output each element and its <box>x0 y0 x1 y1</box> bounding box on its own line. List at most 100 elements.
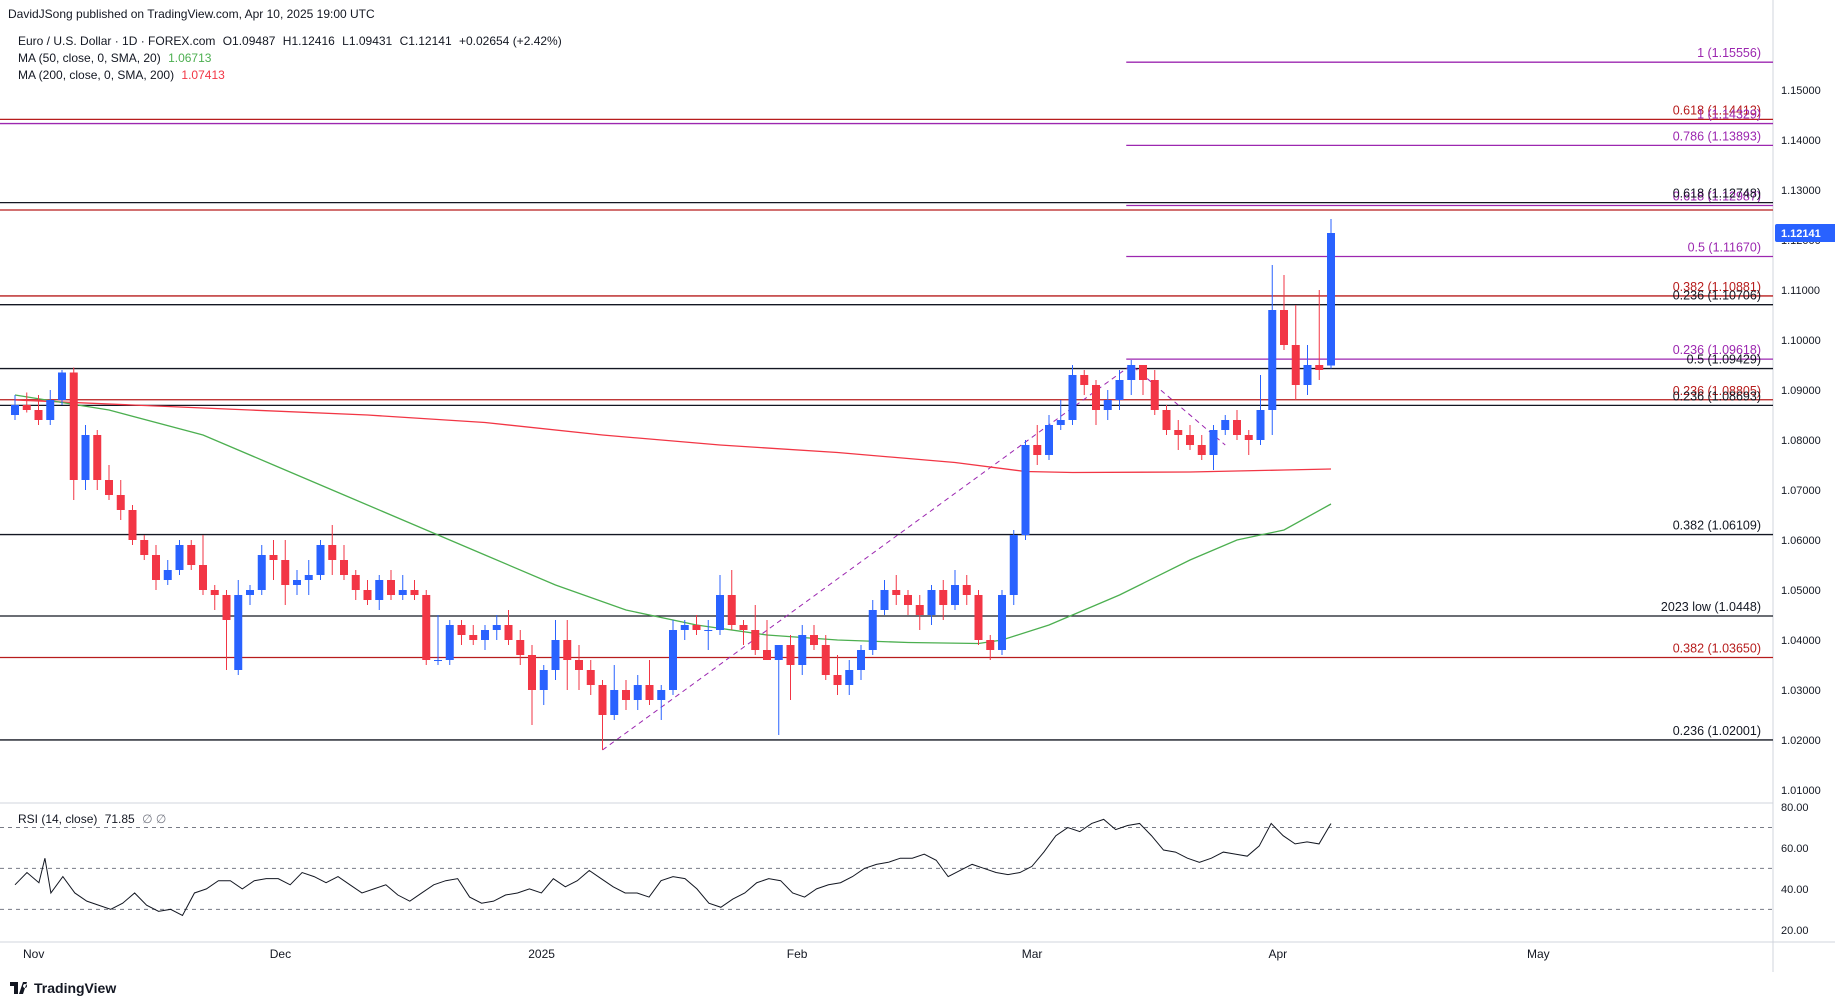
candle-down <box>422 595 431 660</box>
price-tick-label: 1.11000 <box>1781 285 1820 297</box>
candle-down <box>892 590 901 595</box>
candle-down <box>751 630 760 650</box>
candle-up <box>1127 365 1136 380</box>
candle-up <box>868 610 877 650</box>
candle-down <box>1186 435 1194 445</box>
price-tick-label: 1.04000 <box>1781 635 1821 647</box>
candle-down <box>1033 445 1042 455</box>
ma200-legend: MA (200, close, 0, SMA, 200) 1.07413 <box>18 68 229 82</box>
candle-down <box>810 635 818 645</box>
price-tick-label: 1.07000 <box>1781 485 1821 497</box>
candle-up <box>1221 420 1230 430</box>
candle-up <box>680 625 689 630</box>
price-tick-label: 1.02000 <box>1781 735 1821 747</box>
candle-down <box>34 410 43 420</box>
candle-down <box>140 540 149 555</box>
candle-down <box>128 510 137 540</box>
candle-up <box>1303 365 1312 385</box>
fib-trend-line <box>602 364 1226 751</box>
rsi-tick-label: 20.00 <box>1781 925 1809 937</box>
candle-down <box>939 590 948 605</box>
last-price-tag <box>1775 223 1835 242</box>
fib-level-label: 0.382 (1.10881) <box>1673 280 1761 294</box>
fib-level-label: 0.236 (1.08805) <box>1673 384 1761 398</box>
time-tick-label: May <box>1527 947 1550 961</box>
candle-down <box>281 560 290 585</box>
candle-down <box>187 545 196 565</box>
candle-down <box>1174 430 1183 435</box>
fib-level-label: 2023 low (1.0448) <box>1661 600 1761 614</box>
candle-down <box>105 480 113 495</box>
ma50-label: MA (50, close, 0, SMA, 20) <box>18 51 161 65</box>
ma50-value: 1.06713 <box>168 51 212 65</box>
time-tick-label: Feb <box>787 947 808 961</box>
candle-up <box>927 590 936 615</box>
candle-down <box>821 645 830 675</box>
rsi-label: RSI (14, close) <box>18 812 98 826</box>
candle-up <box>293 580 301 585</box>
candle-up <box>257 555 266 590</box>
publisher-header: DavidJSong published on TradingView.com,… <box>8 7 375 21</box>
fib-level-label: 0.236 (1.09618) <box>1673 343 1761 357</box>
candle-down <box>692 625 701 630</box>
time-tick-label: Nov <box>23 947 44 961</box>
candle-up <box>704 630 713 631</box>
price-tick-label: 1.14000 <box>1781 135 1821 147</box>
candle-down <box>962 585 971 595</box>
candle-up <box>1009 535 1018 595</box>
time-tick-label: 2025 <box>528 947 555 961</box>
candle-down <box>269 555 278 560</box>
fib-level-label: 1 (1.15556) <box>1697 46 1761 60</box>
candle-down <box>410 590 419 595</box>
candle-down <box>116 495 125 510</box>
last-price-value: 1.12141 <box>1781 228 1821 240</box>
candle-up <box>46 400 55 420</box>
candle-up <box>316 545 325 575</box>
fib-level-label: 0.382 (1.03650) <box>1673 642 1761 656</box>
fib-level-label: 0.618 (1.12987) <box>1673 190 1761 204</box>
candle-down <box>986 640 995 650</box>
candle-down <box>351 575 360 590</box>
candle-down <box>586 670 595 685</box>
candle-up <box>845 670 854 685</box>
candle-down <box>974 595 983 640</box>
price-tick-label: 1.05000 <box>1781 585 1821 597</box>
candle-down <box>1139 365 1147 380</box>
candle-up <box>1256 410 1265 440</box>
fib-level-label: 0.618 (1.12748) <box>1673 187 1761 201</box>
candle-down <box>22 405 31 410</box>
candle-down <box>1162 410 1171 430</box>
candle-down <box>598 685 607 715</box>
price-tick-label: 1.10000 <box>1781 335 1821 347</box>
candle-up <box>798 635 807 665</box>
candle-down <box>1280 310 1288 345</box>
candle-up <box>1209 430 1218 455</box>
candle-up <box>81 435 90 480</box>
rsi-tick-label: 80.00 <box>1781 802 1809 814</box>
fib-level-label: 1 (1.14329) <box>1697 108 1761 122</box>
rsi-legend: RSI (14, close) 71.85 ∅ ∅ <box>18 812 170 826</box>
candle-down <box>69 372 78 480</box>
ohlc-close: C1.12141 <box>399 34 452 48</box>
candle-up <box>492 625 501 630</box>
candle-up <box>1327 233 1335 366</box>
candle-down <box>1150 380 1159 410</box>
candle-down <box>340 560 348 575</box>
candle-down <box>575 660 583 670</box>
candle-up <box>657 690 666 700</box>
candle-down <box>563 640 572 660</box>
candle-down <box>1092 385 1100 410</box>
candle-up <box>774 645 783 660</box>
ma200-line <box>14 399 1332 474</box>
price-tick-label: 1.09000 <box>1781 385 1821 397</box>
candle-down <box>915 605 924 615</box>
symbol-name: Euro / U.S. Dollar · 1D · FOREX.com <box>18 34 216 48</box>
candle-down <box>739 625 748 630</box>
symbol-legend: Euro / U.S. Dollar · 1D · FOREX.com O1.0… <box>18 34 566 48</box>
candle-down <box>833 675 842 685</box>
price-tick-label: 1.03000 <box>1781 685 1821 697</box>
candle-down <box>763 650 771 660</box>
tradingview-logo: TradingView <box>10 980 116 996</box>
price-tick-label: 1.13000 <box>1781 185 1821 197</box>
